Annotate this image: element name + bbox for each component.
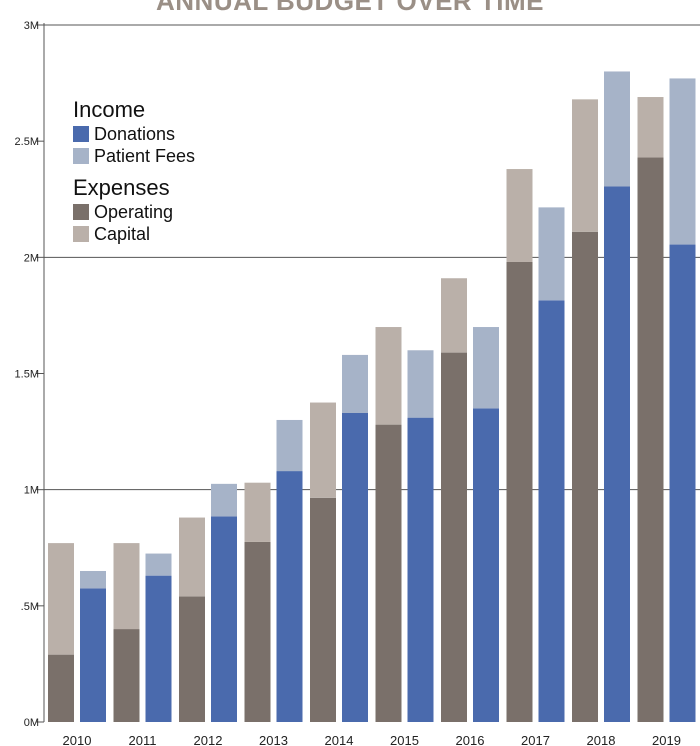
income-patient-fees-bar: [276, 419, 303, 472]
income-donations-bar: [407, 417, 434, 722]
income-patient-fees-bar: [342, 354, 368, 413]
legend-swatch-operating: [73, 204, 89, 220]
legend-swatch-donations: [73, 126, 89, 142]
legend-label-donations: Donations: [94, 124, 176, 144]
x-tick-label: 2012: [194, 733, 223, 746]
expenses-capital-bar: [310, 402, 336, 498]
income-donations-bar: [80, 588, 106, 722]
x-tick-label: 2018: [587, 733, 616, 746]
expenses-operating-bar: [572, 231, 598, 722]
legend-item-operating: Operating: [73, 201, 195, 223]
y-tick-label: 2.5M: [15, 136, 39, 148]
income-donations-bar: [276, 471, 303, 722]
expenses-operating-bar: [113, 629, 140, 722]
income-patient-fees-bar: [145, 553, 172, 576]
expenses-capital-bar: [179, 517, 205, 597]
y-tick-label: 1M: [24, 485, 39, 497]
y-tick-label: 0M: [24, 717, 39, 729]
expenses-operating-bar: [506, 261, 533, 722]
legend-label-capital: Capital: [94, 224, 151, 244]
income-donations-bar: [211, 516, 237, 722]
expenses-capital-bar: [637, 97, 664, 158]
legend-item-capital: Capital: [73, 223, 195, 245]
legend-label-patient-fees: Patient Fees: [94, 146, 196, 166]
expenses-capital-bar: [441, 278, 467, 353]
legend: Income Donations Patient Fees Expenses O…: [73, 97, 195, 245]
x-tick-label: 2015: [390, 733, 419, 746]
legend-item-patient-fees: Patient Fees: [73, 145, 195, 167]
x-tick-label: 2010: [63, 733, 92, 746]
expenses-capital-bar: [244, 482, 271, 542]
income-patient-fees-bar: [80, 570, 106, 589]
expenses-operating-bar: [179, 596, 205, 722]
income-patient-fees-bar: [211, 483, 237, 517]
expenses-capital-bar: [48, 543, 74, 655]
expenses-operating-bar: [375, 424, 402, 722]
expenses-operating-bar: [310, 497, 336, 722]
income-patient-fees-bar: [473, 327, 499, 409]
income-donations-bar: [669, 244, 696, 722]
x-tick-label: 2019: [652, 733, 681, 746]
income-patient-fees-bar: [669, 78, 696, 245]
income-donations-bar: [473, 408, 499, 722]
expenses-operating-bar: [244, 541, 271, 722]
legend-label-operating: Operating: [94, 202, 174, 222]
legend-expenses-title: Expenses: [73, 175, 170, 200]
income-donations-bar: [604, 186, 630, 722]
y-tick-label: 1.5M: [15, 369, 39, 381]
y-tick-label: 2M: [24, 252, 39, 264]
income-donations-bar: [342, 412, 368, 722]
expenses-operating-bar: [637, 157, 664, 722]
expenses-capital-bar: [572, 99, 598, 232]
legend-item-donations: Donations: [73, 123, 195, 145]
legend-swatch-patient-fees: [73, 148, 89, 164]
legend-swatch-capital: [73, 226, 89, 242]
expenses-capital-bar: [113, 543, 140, 630]
income-donations-bar: [538, 300, 565, 722]
x-tick-label: 2016: [456, 733, 485, 746]
x-tick-label: 2017: [521, 733, 550, 746]
expenses-operating-bar: [48, 654, 74, 722]
x-tick-label: 2013: [259, 733, 288, 746]
expenses-operating-bar: [441, 352, 467, 722]
chart-title: ANNUAL BUDGET OVER TIME: [155, 0, 545, 16]
x-tick-label: 2014: [325, 733, 354, 746]
income-patient-fees-bar: [604, 71, 630, 187]
income-patient-fees-bar: [538, 207, 565, 301]
y-tick-label: 3M: [24, 20, 39, 32]
expenses-capital-bar: [375, 327, 402, 425]
x-tick-label: 2011: [129, 733, 157, 746]
legend-income-title: Income: [73, 97, 146, 122]
expenses-capital-bar: [506, 169, 533, 262]
income-donations-bar: [145, 575, 172, 722]
y-tick-label: .5M: [21, 601, 39, 613]
income-patient-fees-bar: [407, 350, 434, 418]
